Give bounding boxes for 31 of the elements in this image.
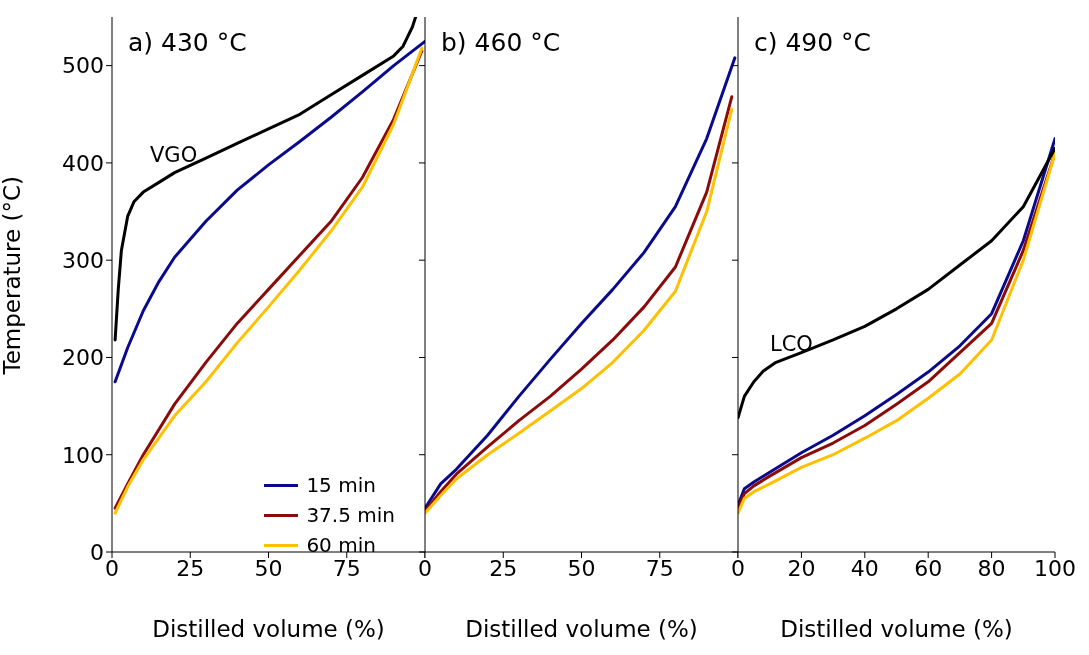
- x-tick-label: 40: [850, 555, 879, 581]
- x-tick-label: 50: [254, 555, 283, 581]
- x-tick-label: 80: [977, 555, 1006, 581]
- x-tick-label: 75: [332, 555, 361, 581]
- x-tick-label: 25: [489, 555, 518, 581]
- x-tick-label: 60: [914, 555, 943, 581]
- y-tick-label: 400: [62, 150, 104, 176]
- x-tick-label: 0: [418, 555, 432, 581]
- legend-label: 60 min: [306, 533, 376, 557]
- y-tick-label: 200: [62, 345, 104, 371]
- legend-label: 15 min: [306, 473, 376, 497]
- x-tick-label: 25: [176, 555, 205, 581]
- x-tick-label: 0: [731, 555, 745, 581]
- x-tick-label: 100: [1034, 555, 1076, 581]
- x-axis-title: Distilled volume (%): [465, 616, 698, 642]
- y-tick-label: 0: [90, 539, 104, 565]
- legend-label: 37.5 min: [306, 503, 395, 527]
- x-axis-title: Distilled volume (%): [152, 616, 385, 642]
- x-tick-label: 50: [567, 555, 596, 581]
- x-tick-label: 75: [645, 555, 674, 581]
- y-tick-label: 300: [62, 247, 104, 273]
- text: b) 460 °C: [441, 28, 561, 57]
- text: c) 490 °C: [754, 28, 872, 57]
- x-axis-title: Distilled volume (%): [780, 616, 1013, 642]
- y-tick-label: 100: [62, 442, 104, 468]
- y-tick-label: 500: [62, 53, 104, 79]
- annotation: LCO: [770, 332, 813, 356]
- text: a) 430 °C: [128, 28, 247, 57]
- x-tick-label: 20: [787, 555, 816, 581]
- annotation: VGO: [150, 143, 198, 167]
- y-axis-title: Temperature (°C): [0, 175, 26, 376]
